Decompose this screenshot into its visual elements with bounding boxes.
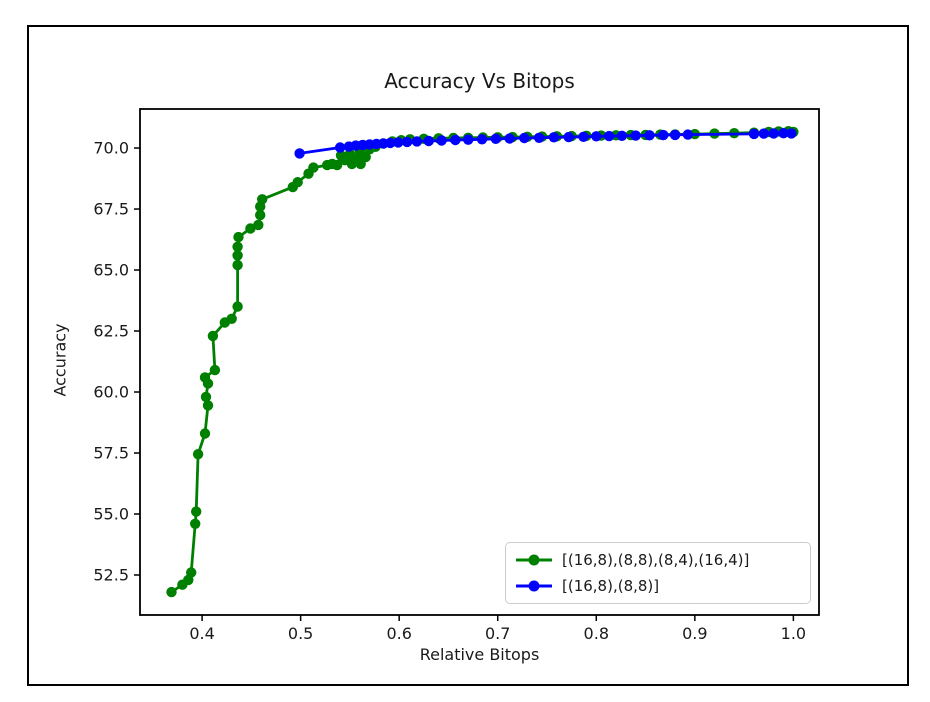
legend-sample-green-line-icon: [516, 554, 552, 566]
legend-item-series-1: [(16,8),(8,8)]: [513, 574, 801, 598]
svg-text:0.6: 0.6: [386, 624, 411, 643]
legend-sample-blue-line-icon: [516, 580, 552, 592]
svg-text:1.0: 1.0: [781, 624, 806, 643]
svg-text:62.5: 62.5: [93, 322, 129, 341]
legend: [(16,8),(8,8),(8,4),(16,4)] [(16,8),(8,8…: [505, 542, 811, 604]
plot-area: 0.4 0.5 0.6 0.7 0.8 0.9 1.0 52.5 55.0 57.5 60.0 62.…: [93, 108, 820, 643]
legend-item-series-0: [(16,8),(8,8),(8,4),(16,4)]: [513, 548, 801, 572]
legend-label-series-0: [(16,8),(8,8),(8,4),(16,4)]: [562, 551, 750, 569]
svg-text:0.8: 0.8: [584, 624, 609, 643]
svg-text:60.0: 60.0: [93, 383, 129, 402]
svg-text:0.9: 0.9: [682, 624, 707, 643]
svg-text:0.5: 0.5: [288, 624, 313, 643]
svg-text:52.5: 52.5: [93, 565, 129, 584]
figure-frame: Accuracy Vs Bitops 0.4 0.5 0.6 0.7 0.8 0.9 1.0…: [27, 25, 909, 686]
x-axis-label: Relative Bitops: [419, 645, 540, 664]
y-axis-label: Accuracy: [50, 323, 70, 397]
svg-text:70.0: 70.0: [93, 139, 129, 158]
svg-text:57.5: 57.5: [93, 444, 129, 463]
svg-text:0.7: 0.7: [485, 624, 510, 643]
legend-label-series-1: [(16,8),(8,8)]: [562, 577, 660, 595]
svg-text:65.0: 65.0: [93, 261, 129, 280]
svg-text:67.5: 67.5: [93, 200, 129, 219]
svg-text:55.0: 55.0: [93, 504, 129, 523]
chart-figure: Accuracy Vs Bitops 0.4 0.5 0.6 0.7 0.8 0.9 1.0…: [29, 27, 907, 684]
chart-title: Accuracy Vs Bitops: [384, 69, 575, 93]
svg-text:0.4: 0.4: [189, 624, 214, 643]
